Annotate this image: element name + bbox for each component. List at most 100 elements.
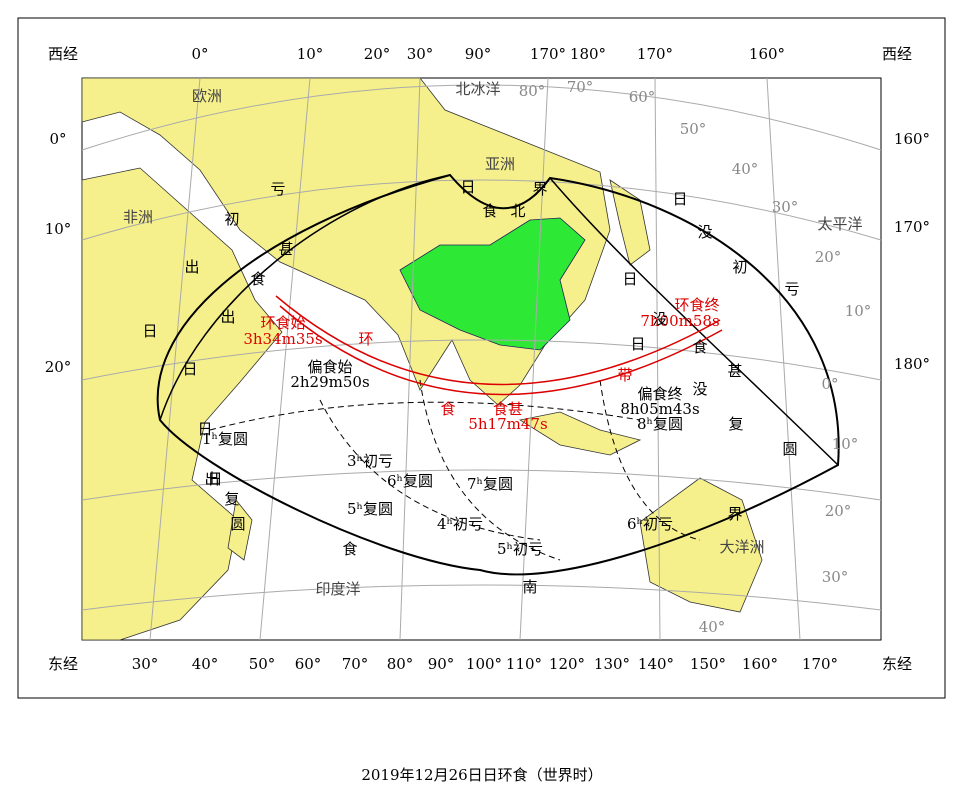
partial-label: 8h05m43s <box>620 400 699 418</box>
curve-char: 北 <box>510 202 525 220</box>
annular-label: 环食终 <box>674 296 719 314</box>
curve-char: 南 <box>522 578 537 596</box>
curve-char: 日 <box>197 420 212 438</box>
grid-label: 80° <box>519 82 546 100</box>
bottom-label: 170° <box>802 655 838 673</box>
annular-path <box>275 295 723 396</box>
contour-label: 5ʰ复圆 <box>347 500 393 518</box>
bottom-label: 80° <box>387 655 414 673</box>
curve-char: 亏 <box>270 180 285 198</box>
grid-label: 20° <box>815 248 842 266</box>
curve-char: 复 <box>224 490 239 508</box>
top-label: 160° <box>749 45 785 63</box>
top-label: 170° <box>637 45 673 63</box>
bottom-label: 40° <box>192 655 219 673</box>
islands <box>518 411 642 456</box>
partial-label: 偏食始 <box>307 358 352 376</box>
annular-label: 5h17m47s <box>468 415 547 433</box>
curve-char: 出 <box>184 258 199 276</box>
graticule <box>81 77 882 641</box>
region-label: 大洋洲 <box>719 538 764 556</box>
contour-label: 8ʰ复圆 <box>637 415 683 433</box>
caption: 2019年12月26日日环食（世界时） <box>361 766 602 784</box>
partial-label: 偏食终 <box>637 385 682 403</box>
region-label: 非洲 <box>123 208 153 226</box>
region-label: 欧洲 <box>192 87 222 105</box>
madagascar <box>227 499 253 561</box>
curve-char: 亏 <box>784 280 799 298</box>
right-label: 160° <box>894 130 930 148</box>
region-label: 太平洋 <box>817 215 862 233</box>
bottom-label: 100° <box>466 655 502 673</box>
eclipse-limits <box>156 173 840 576</box>
curve-char: 没 <box>692 380 707 398</box>
bottom-label: 160° <box>742 655 778 673</box>
right-label: 170° <box>894 218 930 236</box>
contours <box>209 379 701 561</box>
bottom-label: 120° <box>549 655 585 673</box>
curve-char: 食 <box>482 202 497 220</box>
curve-char: 食 <box>342 540 357 558</box>
grid-label: 50° <box>680 120 707 138</box>
top-label: 90° <box>465 45 492 63</box>
left-label: 0° <box>49 130 66 148</box>
region-label: 印度洋 <box>315 580 360 598</box>
top-label: 西经 <box>48 45 78 63</box>
curve-char: 日 <box>460 178 475 196</box>
curve-char: 环 <box>358 330 373 348</box>
bottom-label: 东经 <box>882 655 912 673</box>
contour-label: 3ʰ初亏 <box>347 452 393 470</box>
curve-char: 食 <box>440 400 455 418</box>
top-label: 20° <box>364 45 391 63</box>
right-label: 180° <box>894 355 930 373</box>
curve-char: 复 <box>728 415 743 433</box>
contour-label: 6ʰ复圆 <box>387 472 433 490</box>
curve-char: 带 <box>617 366 632 384</box>
curve-char: 没 <box>652 310 667 328</box>
bottom-label: 70° <box>342 655 369 673</box>
curve-char: 没 <box>697 223 712 241</box>
contour-label: 5ʰ初亏 <box>497 540 543 558</box>
curve-char: 日 <box>622 270 637 288</box>
curve-char: 出 <box>220 308 235 326</box>
left-label: 20° <box>45 358 72 376</box>
grid-label: 20° <box>825 502 852 520</box>
grid-label: 30° <box>772 198 799 216</box>
curve-char: 初 <box>732 258 747 276</box>
curve-char: 日 <box>672 190 687 208</box>
curve-char: 甚 <box>278 240 293 258</box>
top-label: 0° <box>191 45 208 63</box>
grid-label: 10° <box>845 302 872 320</box>
curve-char: 日 <box>630 335 645 353</box>
contour-label: 4ʰ初亏 <box>437 515 483 533</box>
grid-label: 0° <box>821 375 838 393</box>
bottom-label: 90° <box>428 655 455 673</box>
contour-label: 1ʰ复圆 <box>202 430 248 448</box>
annular-label: 食甚 <box>493 400 523 418</box>
curve-char: 日 <box>182 360 197 378</box>
top-label: 10° <box>297 45 324 63</box>
bottom-label: 130° <box>594 655 630 673</box>
top-label: 西经 <box>882 45 912 63</box>
curve-char: 甚 <box>727 362 742 380</box>
curve-char: 日 <box>142 322 157 340</box>
top-label: 180° <box>570 45 606 63</box>
bottom-label: 140° <box>638 655 674 673</box>
bottom-label: 110° <box>506 655 542 673</box>
grid-label: 70° <box>567 78 594 96</box>
curve-char: 界 <box>532 180 547 198</box>
top-label: 30° <box>407 45 434 63</box>
curve-char: 日 <box>207 470 222 488</box>
contour-label: 6ʰ初亏 <box>627 515 673 533</box>
grid-label: 60° <box>629 88 656 106</box>
annular-label: 3h34m35s <box>243 330 322 348</box>
bottom-label: 150° <box>690 655 726 673</box>
grid-label: 40° <box>732 160 759 178</box>
grid-label: 40° <box>699 618 726 636</box>
curve-char: 初 <box>224 210 239 228</box>
curve-char: 圆 <box>782 440 797 458</box>
grid-label: 30° <box>822 568 849 586</box>
australia <box>639 477 763 613</box>
region-label: 亚洲 <box>485 155 515 173</box>
